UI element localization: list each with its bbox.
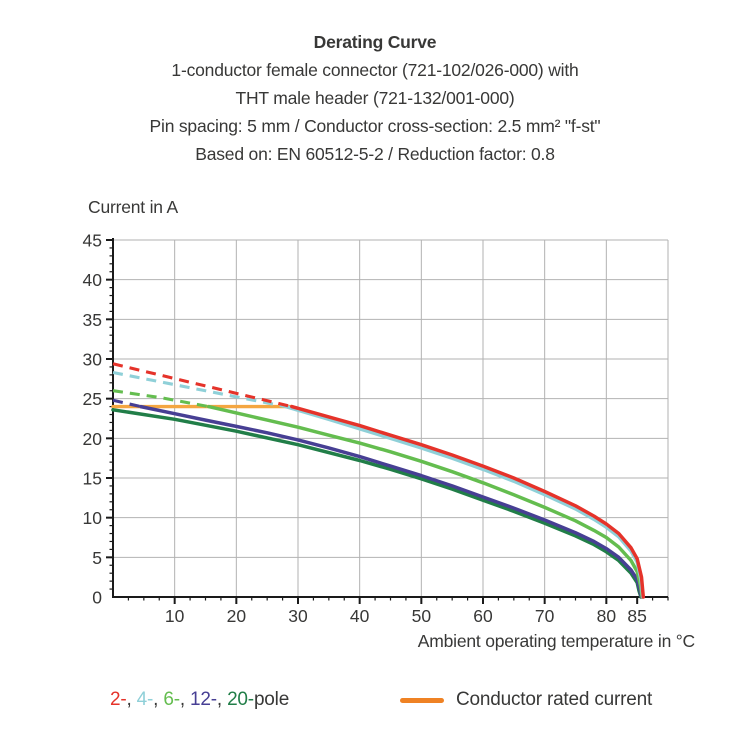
x-tick-label: 10 [165, 606, 185, 626]
curve-12-pole-dashed [112, 398, 142, 409]
legend-separator: , [216, 689, 228, 710]
y-axis-title: Current in A [88, 197, 179, 217]
x-tick-label: 85 [627, 606, 646, 626]
legend: 2-, 4-, 6-, 12-, 20-pole Conductor rated… [0, 689, 750, 719]
chart-subtitle-standard: Based on: EN 60512-5-2 / Reduction facto… [195, 144, 555, 164]
y-tick-label: 25 [83, 389, 102, 409]
y-tick-label: 20 [83, 429, 103, 449]
legend-pole-suffix: pole [253, 689, 290, 710]
x-tick-label: 30 [288, 606, 308, 626]
legend-item-4-pole: 4- [136, 689, 154, 710]
y-tick-label: 35 [83, 310, 102, 330]
curve-4-pole-dashed [112, 370, 287, 409]
chart-title-block: Derating Curve 1-conductor female connec… [30, 28, 720, 168]
legend-separator: , [153, 689, 164, 710]
curve-6-pole [206, 404, 644, 599]
legend-item-20-pole: 20- [227, 689, 254, 710]
x-tick-label: 20 [227, 606, 247, 626]
y-tick-label: 5 [92, 548, 102, 568]
chart-title: Derating Curve [313, 32, 437, 52]
y-tick-label: 0 [92, 588, 102, 608]
curve-2-pole-dashed [112, 362, 293, 409]
curve-2-pole [290, 404, 646, 599]
x-tick-label: 40 [350, 606, 370, 626]
chart-subtitle-spec: Pin spacing: 5 mm / Conductor cross-sect… [149, 116, 601, 136]
curve-12-pole [139, 404, 644, 599]
legend-item-6-pole: 6- [163, 689, 180, 710]
x-tick-label: 50 [412, 606, 432, 626]
y-tick-label: 10 [83, 508, 103, 528]
y-tick-label: 45 [83, 231, 102, 251]
legend-item-2-pole: 2- [110, 689, 127, 710]
legend-separator: , [179, 689, 191, 710]
x-axis-title: Ambient operating temperature in °C [417, 631, 695, 651]
rated-current-label: Conductor rated current [456, 689, 653, 710]
x-tick-label: 60 [473, 606, 493, 626]
y-tick-label: 40 [83, 270, 103, 290]
x-tick-label: 80 [597, 606, 617, 626]
chart-subtitle-header: THT male header (721-132/001-000) [235, 88, 515, 108]
curve-4-pole [283, 404, 645, 599]
legend-pole-counts: 2-, 4-, 6-, 12-, 20-pole [110, 689, 289, 711]
chart-subtitle-connector: 1-conductor female connector (721-102/02… [171, 60, 579, 80]
rated-current-swatch [400, 698, 444, 703]
x-tick-label: 70 [535, 606, 555, 626]
legend-separator: , [126, 689, 137, 710]
y-tick-label: 15 [83, 469, 102, 489]
y-tick-label: 30 [83, 350, 103, 370]
legend-item-12-pole: 12- [190, 689, 217, 710]
